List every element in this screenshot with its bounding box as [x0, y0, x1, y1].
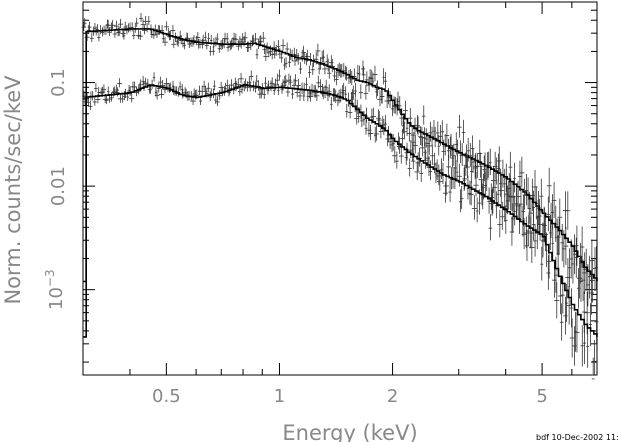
y-tick-label: 10−3 — [43, 269, 67, 310]
y-tick-label: 0.1 — [48, 68, 69, 97]
y-tick-label-exponent: −3 — [43, 269, 57, 287]
model-curve-0 — [83, 28, 598, 283]
y-tick-label-base: 10 — [46, 287, 67, 310]
y-tick-label-base: 0.1 — [48, 68, 69, 97]
y-tick-label-base: 0.01 — [48, 166, 69, 206]
y-axis-title: Norm. counts/sec/keV — [1, 75, 25, 305]
series-layer — [81, 12, 599, 380]
model-curve-1 — [83, 84, 598, 338]
series-1 — [81, 69, 599, 380]
y-tick-label: 0.01 — [48, 166, 69, 206]
x-tick-label: 0.5 — [152, 386, 181, 407]
series-0 — [81, 12, 598, 307]
tick-labels: 0.5 1 2 5 0.1 0.01 10−3 — [43, 68, 548, 407]
x-tick-label: 2 — [387, 386, 398, 407]
credit-text: bdf 10-Dec-2002 11:12 — [536, 433, 618, 442]
x-axis-title: Energy (keV) — [282, 421, 417, 442]
x-tick-label: 1 — [274, 386, 285, 407]
x-tick-label: 5 — [536, 386, 547, 407]
plot-frame — [82, 1, 598, 376]
